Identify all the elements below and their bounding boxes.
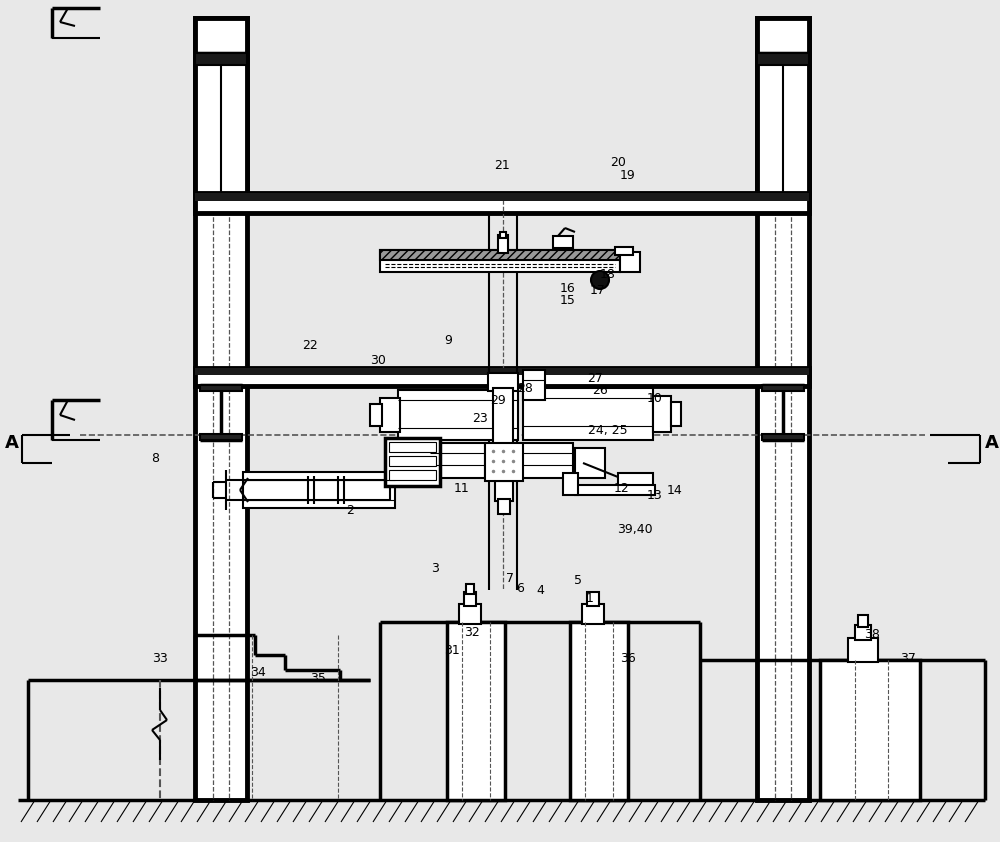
Bar (488, 373, 518, 391)
Text: 35: 35 (310, 672, 326, 685)
Bar (195, 193, 809, 213)
Bar (757, 53, 809, 65)
Text: 8: 8 (151, 451, 159, 465)
Bar (820, 660, 920, 800)
Text: 15: 15 (560, 294, 576, 306)
Text: 20: 20 (610, 156, 626, 168)
Bar (757, 18, 809, 800)
Bar (653, 396, 671, 432)
Bar (498, 499, 510, 514)
Bar (485, 443, 523, 481)
Bar (447, 622, 505, 800)
Bar (195, 18, 247, 800)
Bar (380, 398, 400, 432)
Bar (620, 252, 640, 272)
Bar (671, 402, 681, 426)
Text: 38: 38 (864, 628, 880, 642)
Text: 39,40: 39,40 (617, 524, 653, 536)
Text: 23: 23 (472, 412, 488, 424)
Bar (762, 434, 804, 440)
Bar (762, 385, 804, 391)
Text: 21: 21 (494, 158, 510, 172)
Bar (587, 592, 599, 606)
Text: 24, 25: 24, 25 (588, 424, 628, 436)
Bar (370, 404, 382, 426)
Bar (523, 388, 653, 440)
Bar (389, 456, 436, 466)
Bar (195, 368, 809, 375)
Bar (200, 434, 242, 440)
Text: 36: 36 (620, 652, 636, 664)
Text: 4: 4 (536, 584, 544, 596)
Text: 14: 14 (667, 483, 683, 497)
Text: 12: 12 (614, 482, 630, 494)
Bar (195, 53, 247, 65)
Bar (389, 442, 436, 452)
Bar (466, 584, 474, 594)
Bar (195, 368, 809, 386)
Text: 7: 7 (506, 572, 514, 584)
Bar (848, 638, 878, 662)
Text: 33: 33 (152, 652, 168, 664)
Text: 1: 1 (586, 591, 594, 605)
Bar (464, 592, 476, 606)
Text: 16: 16 (560, 281, 576, 295)
Bar (380, 250, 620, 260)
Bar (858, 615, 868, 627)
Text: 26: 26 (592, 383, 608, 397)
Text: A: A (5, 434, 19, 452)
Text: 6: 6 (516, 582, 524, 594)
Text: 9: 9 (444, 333, 452, 347)
Text: 13: 13 (647, 488, 663, 502)
Bar (523, 370, 545, 400)
Bar (380, 250, 620, 272)
Bar (615, 247, 633, 255)
Text: 19: 19 (620, 168, 636, 182)
Bar (195, 193, 809, 201)
Bar (389, 470, 436, 480)
Bar (385, 438, 440, 486)
Text: 22: 22 (302, 338, 318, 351)
Bar (563, 473, 578, 495)
Bar (493, 388, 513, 458)
Text: 17: 17 (590, 284, 606, 296)
Bar (498, 235, 508, 253)
Bar (570, 622, 628, 800)
Bar (855, 625, 871, 640)
Bar (200, 385, 242, 391)
Text: 18: 18 (600, 269, 616, 281)
Text: 37: 37 (900, 652, 916, 664)
Bar (195, 18, 247, 193)
Bar (518, 443, 573, 478)
Text: 2: 2 (346, 504, 354, 516)
Bar (575, 448, 605, 478)
Bar (582, 604, 604, 624)
Bar (459, 604, 481, 624)
Text: 29: 29 (490, 393, 506, 407)
Text: 30: 30 (370, 354, 386, 366)
Bar (500, 232, 506, 238)
Bar (757, 18, 809, 193)
Bar (398, 390, 518, 440)
Text: A: A (985, 434, 999, 452)
Bar (495, 481, 513, 501)
Bar (430, 443, 485, 478)
Text: 27: 27 (587, 371, 603, 385)
Text: 5: 5 (574, 573, 582, 587)
Bar (553, 236, 573, 248)
Text: 31: 31 (444, 643, 460, 657)
Bar (618, 473, 653, 487)
Circle shape (591, 271, 609, 289)
Text: 28: 28 (517, 381, 533, 395)
Text: 34: 34 (250, 665, 266, 679)
Text: 11: 11 (454, 482, 470, 494)
Text: 32: 32 (464, 626, 480, 638)
Bar (575, 485, 655, 495)
Text: 3: 3 (431, 562, 439, 574)
Bar (243, 472, 395, 508)
Text: 10: 10 (647, 392, 663, 404)
